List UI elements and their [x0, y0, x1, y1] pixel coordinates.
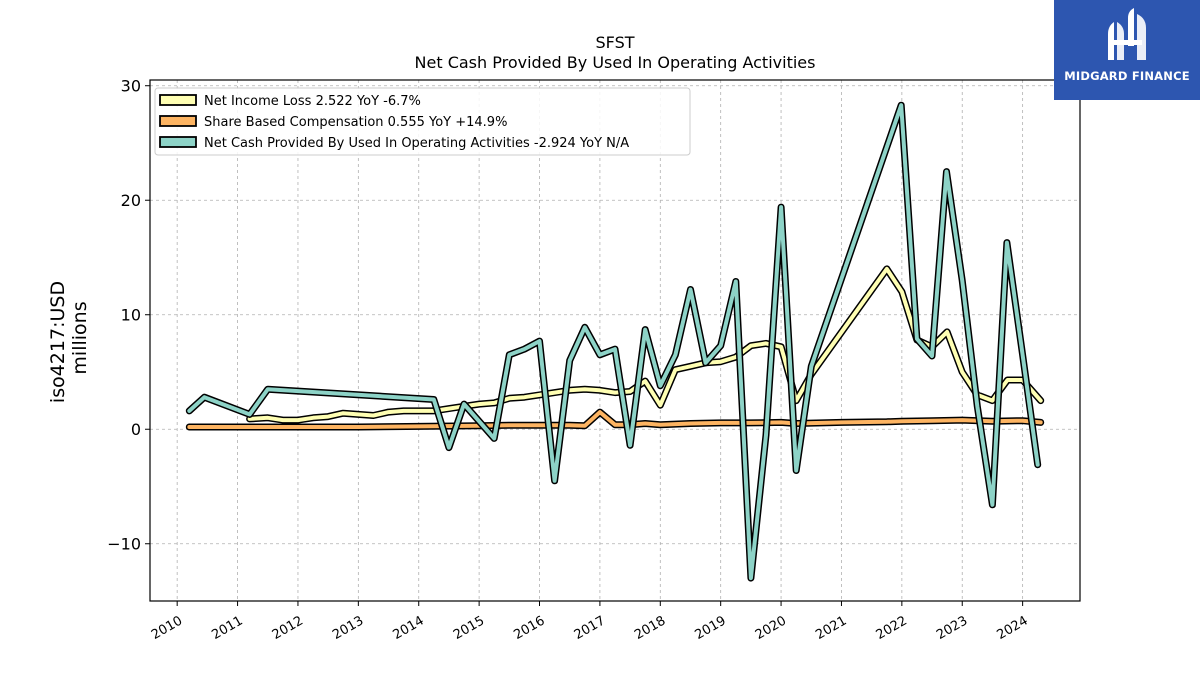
x-tick-label: 2023 — [934, 613, 970, 643]
y-tick-label: 10 — [121, 306, 141, 325]
chart-subtitle: Net Cash Provided By Used In Operating A… — [415, 53, 816, 72]
series-lines — [185, 101, 1045, 582]
series-1 — [185, 408, 1045, 431]
x-tick-label: 2019 — [693, 613, 729, 643]
legend-swatch — [159, 115, 197, 127]
chart-title: SFST — [595, 33, 634, 52]
grid — [150, 80, 1080, 601]
x-tick-label: 2017 — [572, 613, 608, 643]
y-tick-label: 0 — [131, 420, 141, 439]
x-tick-label: 2015 — [451, 613, 487, 643]
y-tick-label: 30 — [121, 77, 141, 96]
y-tick-label: −10 — [107, 535, 141, 554]
x-tick-label: 2011 — [209, 613, 245, 643]
x-tick-label: 2024 — [994, 613, 1030, 643]
legend-label: Net Income Loss 2.522 YoY -6.7% — [204, 94, 421, 109]
legend-swatch — [159, 136, 197, 148]
series-line-outline — [185, 101, 1042, 582]
legend-swatch — [159, 94, 197, 106]
x-tick-label: 2014 — [391, 613, 427, 643]
x-tick-label: 2021 — [813, 613, 849, 643]
brand-logo: MIDGARD FINANCE — [1054, 0, 1200, 100]
series-line — [187, 103, 1040, 581]
legend-label: Share Based Compensation 0.555 YoY +14.9… — [204, 115, 507, 130]
series-line — [187, 410, 1043, 429]
legend: Net Income Loss 2.522 YoY -6.7% Share Bas… — [154, 87, 691, 156]
x-tick-label: 2022 — [874, 613, 910, 643]
x-tick-label: 2016 — [511, 613, 547, 643]
midgard-logo-icon — [1108, 8, 1146, 60]
x-tick-label: 2013 — [330, 613, 366, 643]
plot-frame — [149, 79, 1081, 602]
x-tick-label: 2018 — [632, 613, 668, 643]
y-axis-label-units: millions — [69, 301, 91, 374]
x-tick-label: 2012 — [270, 613, 306, 643]
brand-logo-text: MIDGARD FINANCE — [1064, 69, 1190, 83]
y-tick-label: 20 — [121, 191, 141, 210]
x-tick-label: 2020 — [753, 613, 789, 643]
series-2 — [185, 101, 1042, 582]
legend-label: Net Cash Provided By Used In Operating A… — [204, 136, 629, 151]
x-tick-label: 2010 — [149, 613, 185, 643]
legend-box — [154, 87, 691, 156]
y-axis-label: iso4217:USD — [47, 281, 69, 403]
